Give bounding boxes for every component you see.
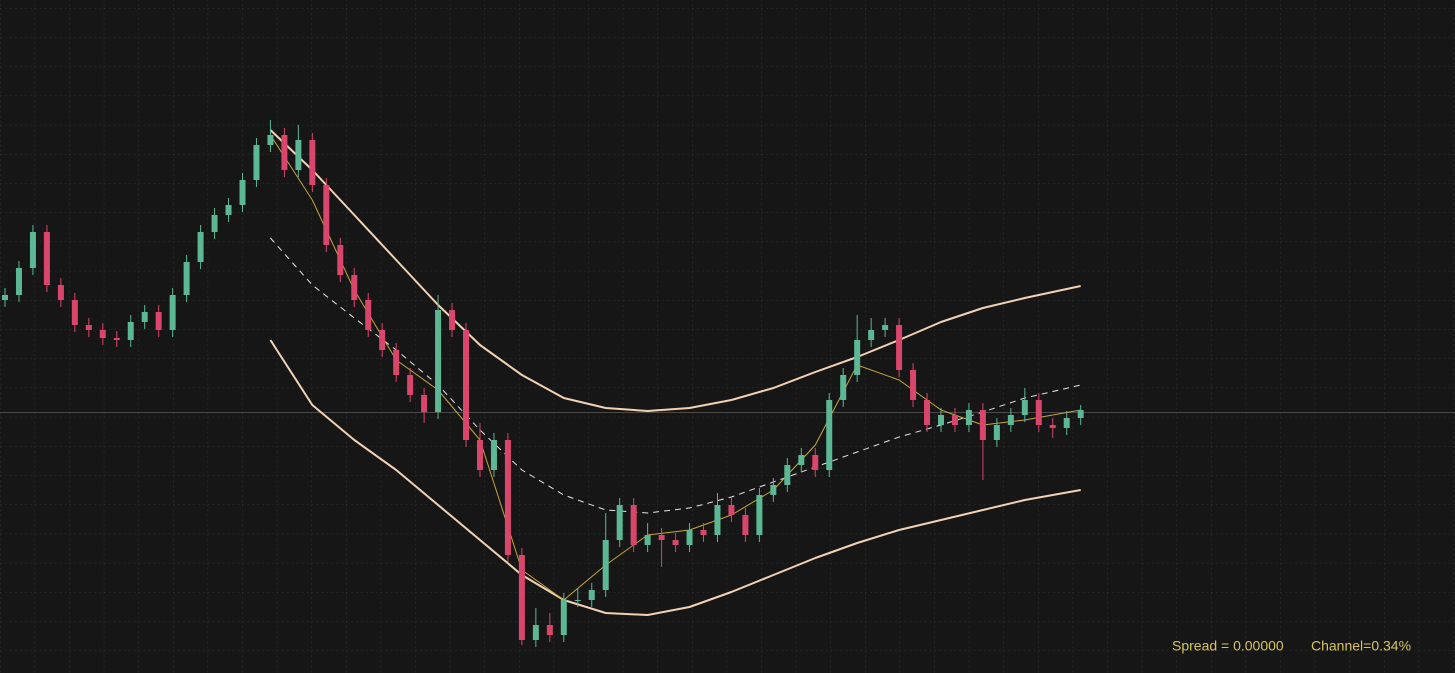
candle-body [281,135,288,170]
candle-body [546,625,553,635]
candle-body [574,600,581,601]
candle-body [798,455,805,465]
candle-body [407,375,414,395]
candle-body [854,340,861,375]
candle-body [951,415,958,425]
candle-body [15,268,22,295]
candle-body [770,485,777,495]
candle-body [518,555,525,640]
candle-body [868,330,875,340]
candle-body [812,455,819,470]
candle-body [658,535,665,540]
candle-body [1063,418,1070,428]
candle-body [560,600,567,635]
candle-body [532,625,539,640]
candle-body [57,285,64,300]
candle-body [882,325,889,330]
candle-body [43,232,50,285]
candle-body [672,540,679,545]
candle-body [504,440,511,555]
candle-body [2,295,8,300]
candle-body [1077,410,1084,418]
candle-body [742,515,749,535]
candle-body [1049,425,1056,428]
channel-label: Channel=0.34% [1311,638,1411,654]
candle-body [337,245,344,275]
candle-body [784,465,791,485]
candle-body [435,310,442,412]
candle-body [141,312,148,322]
candle-body [1007,415,1014,425]
candle-body [85,325,92,330]
candle-body [686,530,693,545]
candle-body [183,262,190,295]
candle-body [197,232,204,262]
channel-line [269,134,1081,601]
channel-line [270,237,1081,514]
candle-body [99,330,106,338]
candle-body [449,310,456,330]
candle-body [937,415,944,425]
candle-body [1021,400,1028,415]
candle-body [616,505,623,540]
candle-body [211,215,218,232]
candle-body [993,425,1000,440]
candle-body [113,338,120,340]
candle-body [239,180,246,205]
candle-body [127,322,134,340]
candle-body [267,135,274,145]
candle-body [323,185,330,245]
candle-body [379,330,386,350]
candle-body [728,505,735,515]
candle-body [155,312,162,330]
candle-body [476,440,483,470]
candle-body [253,145,260,180]
spread-label: Spread = 0.00000 [1172,638,1284,654]
candle-body [393,350,400,375]
candle-body [29,232,36,268]
candle-body [979,410,986,440]
candle-body [588,590,595,600]
candle-body [924,400,931,425]
candle-body [421,395,428,412]
plot [2,120,1084,647]
candle-body [965,410,972,425]
candle-body [826,400,833,470]
candle-body [840,375,847,400]
candle-body [602,540,609,590]
channel-line [269,339,1081,616]
candle-body [700,530,707,535]
candle-body [630,505,637,545]
candle-body [490,440,497,470]
candle-body [225,205,232,215]
candle-body [910,370,917,400]
candle-body [295,140,302,170]
candle-body [351,275,358,300]
candle-body [463,330,470,440]
candle-body [644,535,651,545]
candle-body [169,295,176,330]
candle-body [365,300,372,330]
candle-body [309,140,316,185]
candle-body [896,325,903,370]
channel-line [269,129,1081,412]
candle-body [1035,400,1042,425]
candle-body [71,300,78,325]
candle-body [756,495,763,535]
candle-body [714,505,721,535]
